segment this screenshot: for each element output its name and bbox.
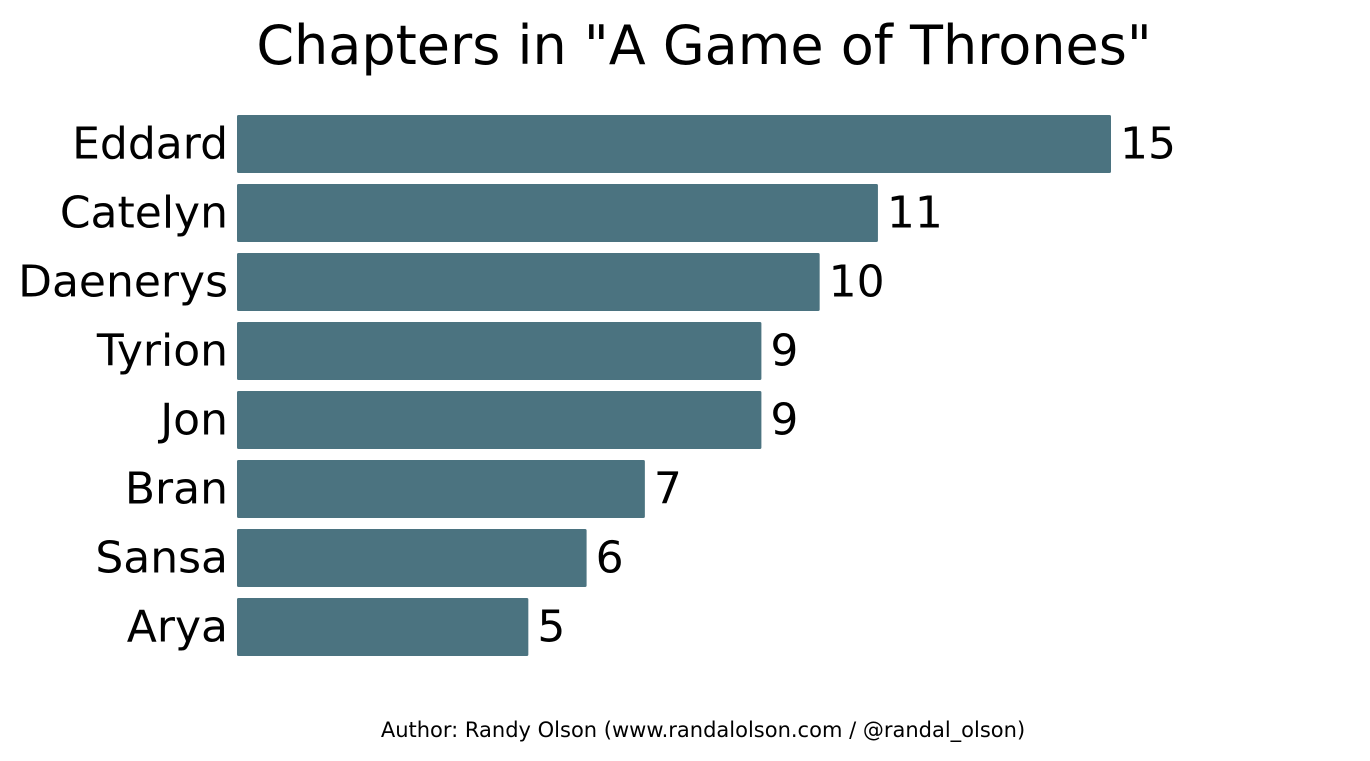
category-labels-group: Eddard Catelyn Daenerys Tyrion Jon Bran Sansa A… <box>18 119 228 653</box>
bar-jon <box>237 391 762 449</box>
bar-eddard <box>237 115 1111 173</box>
category-label-eddard: Eddard <box>72 119 228 170</box>
value-label-arya: 5 <box>537 602 565 653</box>
value-label-tyrion: 9 <box>770 326 798 377</box>
bar-sansa <box>237 529 587 587</box>
category-label-catelyn: Catelyn <box>60 188 228 239</box>
value-label-jon: 9 <box>770 395 798 446</box>
bar-arya <box>237 598 529 656</box>
category-label-jon: Jon <box>157 395 228 446</box>
category-label-sansa: Sansa <box>95 533 228 584</box>
value-label-eddard: 15 <box>1120 119 1176 170</box>
bars-group <box>237 115 1111 656</box>
category-label-daenerys: Daenerys <box>18 257 228 308</box>
category-label-arya: Arya <box>127 602 228 653</box>
value-label-sansa: 6 <box>596 533 624 584</box>
value-label-daenerys: 10 <box>829 257 885 308</box>
bar-tyrion <box>237 322 762 380</box>
bar-bran <box>237 460 645 518</box>
chart-title: Chapters in "A Game of Thrones" <box>256 14 1151 77</box>
category-label-bran: Bran <box>125 464 228 515</box>
value-label-catelyn: 11 <box>887 188 943 239</box>
bar-daenerys <box>237 253 820 311</box>
author-credit: Author: Randy Olson (www.randalolson.com… <box>381 718 1025 743</box>
value-label-bran: 7 <box>654 464 682 515</box>
bar-catelyn <box>237 184 878 242</box>
category-label-tyrion: Tyrion <box>96 326 228 377</box>
